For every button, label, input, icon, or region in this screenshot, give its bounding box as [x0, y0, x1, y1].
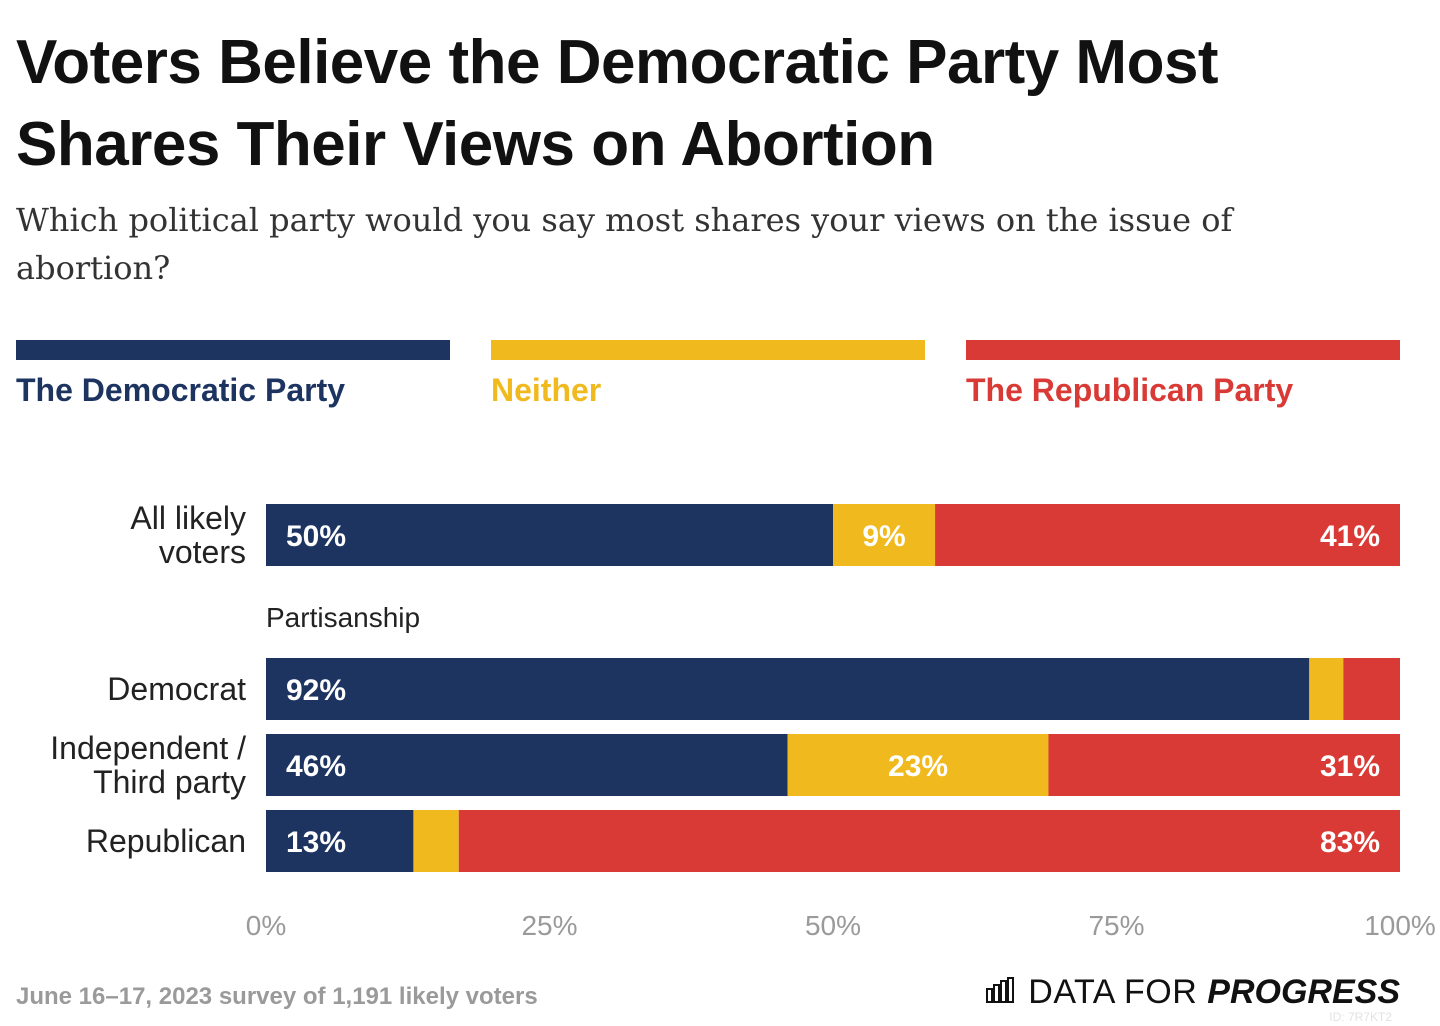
logo-prefix: DATA FOR: [1028, 972, 1198, 1011]
bar-data-label: 41%: [1320, 520, 1380, 553]
x-tick-label: 50%: [805, 910, 861, 941]
bar-data-label: 23%: [888, 750, 948, 783]
x-tick-label: 25%: [521, 910, 577, 941]
bar-segment-republican: [458, 810, 1400, 872]
survey-footnote: June 16–17, 2023 survey of 1,191 likely …: [16, 983, 538, 1010]
row-label: All likely: [130, 500, 246, 536]
legend-label-neither: Neither: [491, 372, 602, 408]
row-label: Third party: [93, 764, 246, 800]
legend-swatch-republican: [966, 340, 1400, 360]
bar-data-label: 13%: [286, 826, 346, 859]
bar-segment-republican: [1343, 658, 1400, 720]
legend-label-republican: The Republican Party: [966, 372, 1294, 408]
bar-chart-icon: [986, 973, 1016, 1012]
bar-segment-democratic: [266, 810, 414, 872]
legend-swatch-neither: [491, 340, 925, 360]
legend-item-republican: The Republican Party: [966, 340, 1400, 410]
chart-id: ID: 7R7KT2: [1329, 1010, 1392, 1024]
bar-segment-republican: [935, 504, 1400, 566]
row-label: voters: [159, 534, 246, 570]
bar-segment-democratic: [266, 504, 833, 566]
bar-data-label: 31%: [1320, 750, 1380, 783]
bar-segment-neither: [833, 504, 936, 566]
group-header-label: Partisanship: [266, 602, 420, 633]
chart-subtitle: Which political party would you say most…: [16, 201, 1233, 287]
row-label: Republican: [86, 823, 246, 859]
legend-swatch-democratic: [16, 340, 450, 360]
x-tick-label: 100%: [1364, 910, 1436, 941]
bar-segment-neither: [787, 734, 1049, 796]
bar-segment-neither: [1309, 658, 1344, 720]
bar-data-label: 83%: [1320, 826, 1380, 859]
logo-strong: PROGRESS: [1207, 972, 1400, 1011]
bar-segment-republican: [1048, 734, 1400, 796]
bar-data-label: 46%: [286, 750, 346, 783]
legend-item-democratic: The Democratic Party: [16, 340, 450, 410]
data-for-progress-logo: DATA FOR PROGRESS: [986, 972, 1400, 1012]
bar-data-label: 9%: [862, 520, 905, 553]
bar-segment-democratic: [266, 658, 1310, 720]
x-tick-label: 75%: [1088, 910, 1144, 941]
legend-item-neither: Neither: [491, 340, 925, 410]
x-tick-label: 0%: [246, 910, 286, 941]
bar-data-label: 92%: [286, 674, 346, 707]
legend-label-democratic: The Democratic Party: [16, 372, 346, 408]
bar-segment-democratic: [266, 734, 788, 796]
chart-title: Voters Believe the Democratic Party Most…: [16, 28, 1219, 179]
row-label: Democrat: [107, 671, 246, 707]
bar-segment-neither: [413, 810, 459, 872]
row-label: Independent /: [50, 730, 246, 766]
bar-data-label: 50%: [286, 520, 346, 553]
